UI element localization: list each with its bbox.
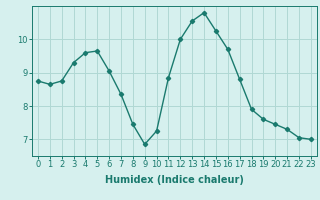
X-axis label: Humidex (Indice chaleur): Humidex (Indice chaleur): [105, 175, 244, 185]
